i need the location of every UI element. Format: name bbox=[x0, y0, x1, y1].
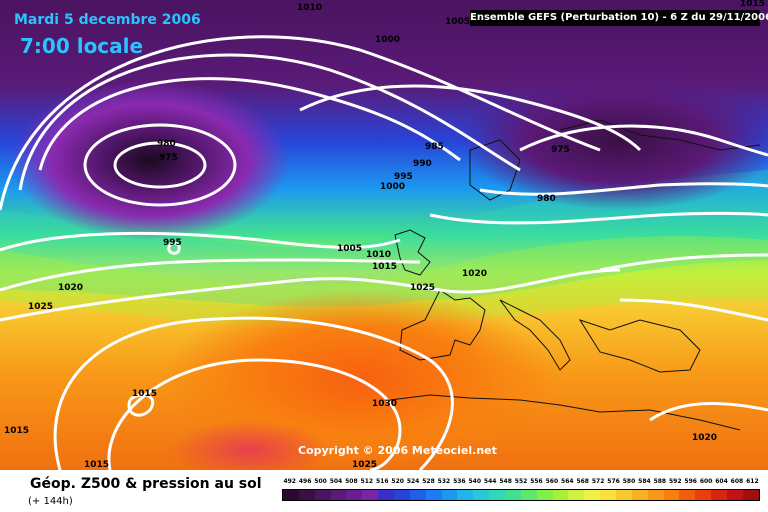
legend-swatch bbox=[616, 490, 632, 500]
isobar-label: 1030 bbox=[372, 399, 397, 409]
legend-swatch bbox=[742, 490, 759, 500]
legend-tick-label: 508 bbox=[345, 478, 358, 485]
legend-tick-label: 524 bbox=[406, 478, 420, 485]
isobar-label: 995 bbox=[394, 172, 413, 182]
legend-swatch bbox=[283, 490, 299, 500]
isobar-label: 1005 bbox=[337, 244, 362, 254]
legend-swatch bbox=[473, 490, 490, 500]
legend-tick-label: 568 bbox=[576, 478, 589, 485]
isobar-label: 1015 bbox=[84, 460, 109, 470]
legend-tick-label: 552 bbox=[514, 478, 528, 485]
legend-swatch bbox=[727, 490, 743, 500]
legend-tick-label: 528 bbox=[422, 478, 435, 485]
copyright-text: Copyright © 2006 Meteociel.net bbox=[298, 444, 497, 457]
legend-swatch bbox=[314, 490, 331, 500]
isobar-label: 995 bbox=[163, 238, 182, 248]
isobar-lines bbox=[0, 35, 768, 470]
legend-swatch bbox=[298, 490, 315, 500]
map-title: Géop. Z500 & pression au sol bbox=[30, 476, 262, 492]
legend-tick-label: 596 bbox=[684, 478, 697, 485]
isobar-label: 1025 bbox=[28, 302, 53, 312]
legend-tick-label: 512 bbox=[360, 478, 374, 485]
isobar-label: 1005 bbox=[445, 17, 470, 27]
legend-tick-label: 600 bbox=[699, 478, 713, 485]
isobar-label: 975 bbox=[159, 153, 178, 163]
isobar-label: 1010 bbox=[366, 250, 391, 260]
legend-swatch bbox=[394, 490, 410, 500]
legend-swatches bbox=[282, 489, 760, 501]
legend-swatch bbox=[489, 490, 506, 500]
legend-tick-label: 572 bbox=[591, 478, 605, 485]
legend-tick-label: 536 bbox=[453, 478, 466, 485]
legend-swatch bbox=[457, 490, 474, 500]
legend-tick-label: 604 bbox=[715, 478, 728, 485]
legend-tick-label: 532 bbox=[437, 478, 451, 485]
isobar-label: 975 bbox=[551, 145, 570, 155]
isobar-label: 980 bbox=[537, 194, 556, 204]
legend-tick-label: 584 bbox=[638, 478, 651, 485]
legend-tick-label: 520 bbox=[391, 478, 404, 485]
legend-tick-label: 564 bbox=[561, 478, 574, 485]
color-scale-legend: 492 496 500 504 508 512 516 520 524 528 532 536 540 5… bbox=[282, 478, 760, 508]
isobar-label: 980 bbox=[157, 139, 176, 149]
forecast-range: (+ 144h) bbox=[28, 496, 73, 507]
legend-tick-label: 544 bbox=[483, 478, 497, 485]
legend-swatch bbox=[568, 490, 585, 500]
isobar-label: 1010 bbox=[297, 3, 322, 13]
legend-tick-label: 548 bbox=[499, 478, 512, 485]
legend-swatch bbox=[378, 490, 395, 500]
legend-tick-label: 500 bbox=[314, 478, 327, 485]
legend-tick-label: 576 bbox=[607, 478, 620, 485]
legend-tick-label: 560 bbox=[545, 478, 559, 485]
legend-tick-label: 580 bbox=[622, 478, 636, 485]
legend-swatch bbox=[346, 490, 363, 500]
isobar-label: 1020 bbox=[58, 283, 83, 293]
legend-swatch bbox=[695, 490, 712, 500]
legend-tick-label: 516 bbox=[375, 478, 389, 485]
legend-swatch bbox=[647, 490, 664, 500]
legend-tick-label: 592 bbox=[668, 478, 682, 485]
forecast-date: Mardi 5 decembre 2006 bbox=[14, 12, 201, 28]
legend-tick-label: 612 bbox=[746, 478, 759, 485]
legend-swatch bbox=[362, 490, 379, 500]
isobar-label: 1025 bbox=[410, 283, 435, 293]
isobar-label: 1020 bbox=[462, 269, 487, 279]
legend-tick-label: 492 bbox=[283, 478, 296, 485]
legend-swatch bbox=[584, 490, 601, 500]
legend-swatch bbox=[330, 490, 347, 500]
isobar-label: 1000 bbox=[375, 35, 400, 45]
legend-tick-label: 496 bbox=[298, 478, 312, 485]
legend-swatch bbox=[441, 490, 458, 500]
legend-ticks: 492 496 500 504 508 512 516 520 524 528 532 536 540 5… bbox=[282, 478, 760, 485]
legend-tick-label: 608 bbox=[730, 478, 744, 485]
legend-swatch bbox=[520, 490, 537, 500]
isobar-label: 990 bbox=[413, 159, 432, 169]
legend-swatch bbox=[679, 490, 696, 500]
legend-swatch bbox=[711, 490, 728, 500]
legend-swatch bbox=[663, 490, 680, 500]
model-run-label: Ensemble GEFS (Perturbation 10) - 6 Z du… bbox=[470, 10, 768, 26]
legend-tick-label: 556 bbox=[530, 478, 543, 485]
isobar-label: 1000 bbox=[380, 182, 405, 192]
isobar-label: 1015 bbox=[372, 262, 397, 272]
isobar-label: 1015 bbox=[4, 426, 29, 436]
legend-swatch bbox=[409, 490, 426, 500]
legend-tick-label: 504 bbox=[329, 478, 343, 485]
isobar-label: 1020 bbox=[692, 433, 717, 443]
legend-tick-label: 588 bbox=[653, 478, 667, 485]
legend-tick-label: 540 bbox=[468, 478, 482, 485]
legend-swatch bbox=[600, 490, 617, 500]
weather-map: 1010 1005 1000 980 975 985 990 995 1000 … bbox=[0, 0, 768, 470]
legend-swatch bbox=[552, 490, 569, 500]
isobar-label: 1025 bbox=[352, 460, 377, 470]
coastlines bbox=[389, 119, 761, 431]
isobar-label: 985 bbox=[425, 142, 444, 152]
forecast-time: 7:00 locale bbox=[20, 34, 144, 58]
legend-swatch bbox=[505, 490, 521, 500]
isobar-label: 1015 bbox=[132, 389, 157, 399]
isobar-label: 1015 bbox=[740, 0, 765, 9]
legend-swatch bbox=[631, 490, 648, 500]
legend-swatch bbox=[425, 490, 442, 500]
legend-swatch bbox=[536, 490, 553, 500]
